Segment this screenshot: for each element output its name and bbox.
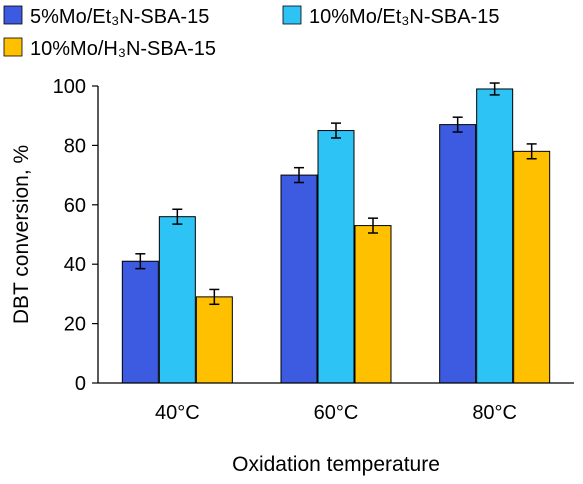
y-tick-label: 60 xyxy=(64,195,86,217)
legend: 5%Mo/Et₃N-SBA-15 10%Mo/Et₃N-SBA-15 10%Mo/H… xyxy=(3,5,499,60)
bar xyxy=(121,260,159,384)
y-axis-title: DBT conversion, % xyxy=(10,145,33,324)
legend-label: 5%Mo/Et₃N-SBA-15 xyxy=(30,6,209,28)
bar xyxy=(476,88,514,384)
bar xyxy=(280,174,318,384)
x-tick-label: 40°C xyxy=(155,402,200,424)
y-tick-label: 100 xyxy=(53,76,86,98)
y-tick-label: 0 xyxy=(75,373,86,395)
legend-label: 10%Mo/H₃N-SBA-15 xyxy=(30,38,216,60)
bar xyxy=(439,124,477,384)
x-tick-label: 60°C xyxy=(314,402,359,424)
y-tick-label: 80 xyxy=(64,135,86,157)
legend-swatch xyxy=(3,37,23,57)
bar xyxy=(354,225,392,384)
y-tick-label: 40 xyxy=(64,254,86,276)
x-axis-title: Oxidation temperature xyxy=(232,453,440,476)
y-tick-label: 20 xyxy=(64,314,86,336)
bar xyxy=(195,296,233,384)
bar xyxy=(158,216,196,384)
plot-area: 0 20 40 60 80 100 40°C 60°C 80°C xyxy=(53,76,574,424)
bar xyxy=(513,150,551,384)
legend-label: 10%Mo/Et₃N-SBA-15 xyxy=(309,6,499,28)
bar xyxy=(317,130,355,384)
x-tick-label: 80°C xyxy=(472,402,517,424)
legend-swatch xyxy=(3,5,23,25)
legend-swatch xyxy=(282,5,302,25)
